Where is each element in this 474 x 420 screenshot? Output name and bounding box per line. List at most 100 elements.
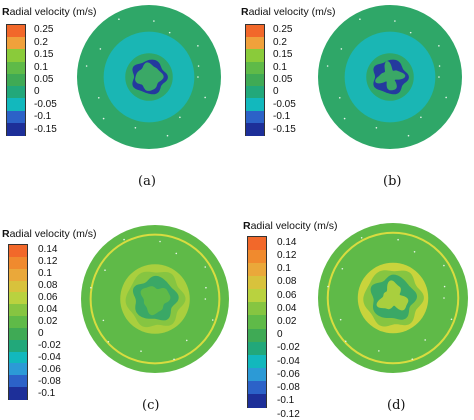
colorbar-swatch	[7, 98, 25, 112]
colorbar-swatch	[7, 122, 25, 136]
colorbar-tick-label: -0.1	[277, 395, 295, 407]
speckle-dot	[327, 285, 329, 288]
panel-a: Radial velocity (m/s) (a) 0.25 0.2 0.15 0.1…	[0, 0, 237, 200]
colorbar-swatch	[9, 327, 27, 341]
speckle-dot	[99, 48, 102, 50]
colorbar-swatch	[7, 86, 25, 99]
colorbar-tick-label: -0.15	[273, 123, 296, 135]
colorbar-tick-label: 0.1	[277, 263, 291, 275]
speckle-dot	[102, 319, 105, 322]
colorbar-tick-label: 0	[38, 328, 44, 339]
colorbar-swatch	[248, 341, 266, 356]
panel-d: Radial velocity (m/s) (d) 0.14 0.12 0.1 0.0…	[237, 200, 474, 419]
colorbar-swatch	[246, 110, 264, 124]
core	[375, 61, 406, 91]
colorbar-tick-label: -0.1	[273, 111, 291, 123]
legend-title: Radial velocity (m/s)	[241, 6, 336, 18]
colorbar-swatch	[7, 61, 25, 75]
colorbar-tick-label: -0.04	[277, 355, 300, 367]
colorbar-swatch	[248, 263, 266, 278]
colorbar-swatch	[9, 316, 27, 329]
speckle-dot	[450, 318, 453, 321]
speckle-dot	[339, 318, 342, 321]
speckle-dot	[90, 286, 92, 289]
caption: (c)	[142, 398, 160, 413]
colorbar-swatch	[9, 280, 27, 294]
colorbar-swatch	[246, 98, 264, 112]
speckle-dot	[359, 18, 361, 21]
colorbar-tick-label: 0.06	[277, 289, 297, 301]
colorbar-swatch	[246, 37, 264, 50]
colorbar-tick-label: 0.05	[273, 74, 293, 85]
speckle-dot	[413, 250, 416, 253]
colorbar-tick-label: 0.1	[273, 61, 287, 73]
speckle-dot	[168, 31, 171, 34]
colorbar-swatch	[248, 393, 266, 408]
colorbar-swatch	[248, 289, 266, 304]
colorbar-swatch	[248, 367, 266, 382]
colorbar-swatch	[246, 86, 264, 99]
colorbar-swatch	[9, 292, 27, 305]
speckle-dot	[443, 264, 445, 267]
colorbar-tick-label: -0.08	[38, 376, 61, 387]
speckle-dot	[445, 96, 447, 99]
colorbar	[8, 244, 28, 400]
speckle-dot	[197, 65, 200, 67]
speckle-dot	[424, 339, 426, 341]
speckle-dot	[134, 126, 137, 129]
colorbar-tick-label: 0.15	[34, 49, 54, 61]
speckle-dot	[360, 236, 363, 239]
speckle-dot	[409, 31, 412, 34]
speckle-dot	[211, 319, 214, 321]
speckle-dot	[159, 240, 161, 243]
legend-title: Radial velocity (m/s)	[2, 6, 97, 18]
colorbar-swatch	[248, 315, 266, 330]
colorbar-swatch	[9, 351, 27, 365]
speckle-dot	[438, 65, 441, 67]
colorbar-swatch	[248, 276, 266, 291]
speckle-dot	[173, 358, 175, 361]
radial-velocity-disc	[77, 5, 221, 149]
speckle-dot	[420, 116, 422, 119]
colorbar-tick-label: -0.15	[34, 123, 57, 135]
colorbar-tick-label: 0.12	[277, 249, 297, 261]
speckle-dot	[102, 117, 105, 120]
colorbar-swatch	[248, 302, 266, 317]
colorbar-tick-label: 0.05	[34, 74, 54, 85]
colorbar-tick-label: 0.14	[277, 236, 297, 248]
radial-velocity-disc	[318, 223, 468, 373]
speckle-dot	[140, 350, 142, 352]
colorbar-swatch	[248, 380, 266, 395]
legend-title: Radial velocity (m/s)	[243, 220, 338, 232]
speckle-dot	[438, 76, 440, 78]
caption: (b)	[383, 174, 402, 189]
colorbar-tick-label: 0	[34, 86, 40, 98]
speckle-dot	[411, 358, 414, 360]
speckle-dot	[204, 298, 207, 300]
colorbar-tick-label: -0.12	[277, 408, 300, 420]
colorbar-tick-label: 0.06	[38, 292, 58, 303]
colorbar-tick-label: -0.08	[277, 382, 300, 394]
colorbar-tick-label: -0.06	[38, 364, 61, 375]
colorbar-tick-label: -0.05	[273, 98, 296, 110]
colorbar-tick-label: 0.04	[38, 304, 58, 315]
speckle-dot	[397, 238, 399, 241]
colorbar-tick-label: -0.05	[34, 98, 57, 110]
speckle-dot	[179, 116, 181, 119]
speckle-dot	[166, 134, 169, 137]
speckle-dot	[326, 65, 329, 67]
speckle-dot	[197, 45, 199, 47]
colorbar-tick-label: -0.04	[38, 352, 61, 363]
colorbar-tick-label: 0.14	[38, 244, 58, 255]
colorbar-swatch	[9, 387, 27, 400]
speckle-dot	[175, 252, 178, 255]
speckle-dot	[340, 48, 343, 50]
speckle-dot	[118, 18, 120, 21]
colorbar-tick-label: -0.06	[277, 368, 300, 380]
colorbar-tick-label: -0.1	[38, 388, 56, 399]
speckle-dot	[197, 76, 199, 78]
colorbar-tick-label: 0.08	[277, 276, 297, 288]
colorbar-tick-label: 0.15	[273, 49, 293, 61]
core	[376, 280, 409, 311]
colorbar-swatch	[248, 328, 266, 343]
